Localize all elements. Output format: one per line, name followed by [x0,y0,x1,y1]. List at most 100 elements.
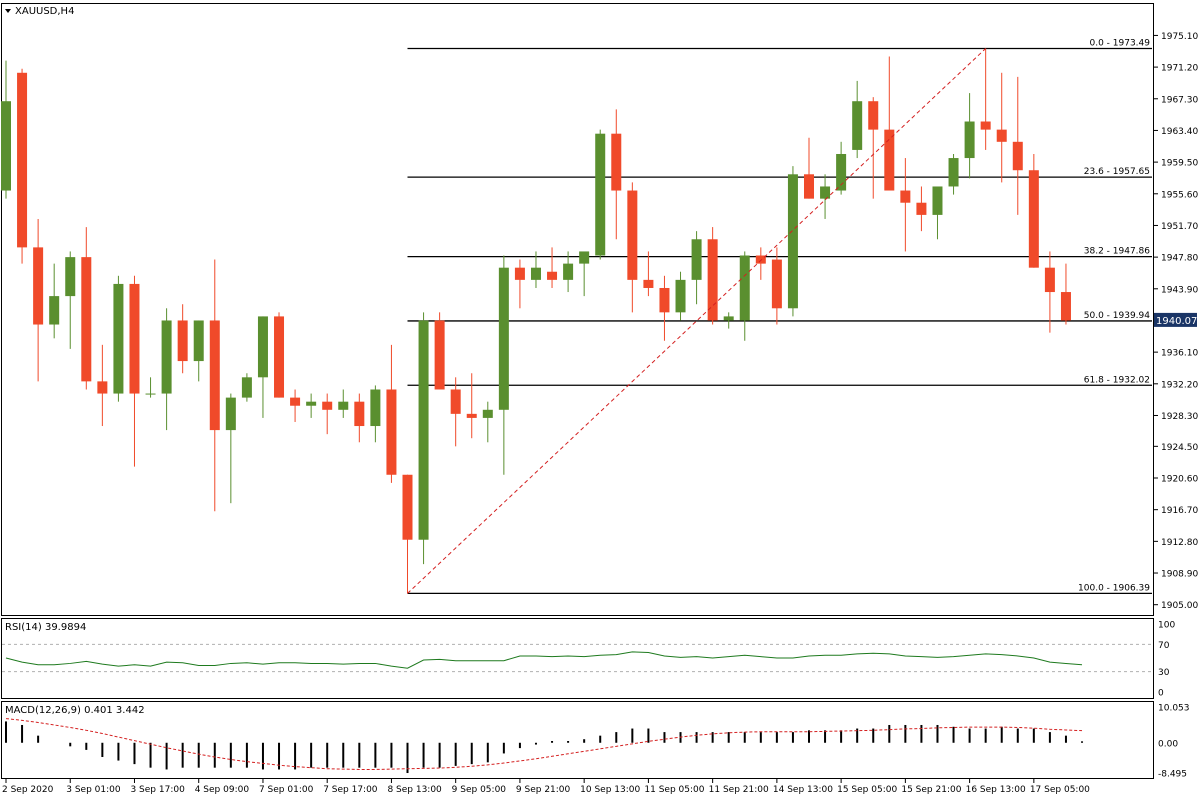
bull-candle [675,279,686,313]
bear-candle [547,271,558,280]
bull-candle [563,263,574,280]
rsi-axis-label: 70 [1158,641,1170,651]
rsi-title: RSI(14) 39.9894 [5,622,86,633]
current-price-tag [1154,312,1197,327]
time-axis-label: 9 Sep 21:00 [516,785,571,795]
bear-candle [916,202,927,215]
fib-level-label: 0.0 - 1973.49 [1090,39,1151,49]
bull-candle [113,283,124,394]
macd-pane-frame[interactable] [1,701,1154,779]
bear-candle [868,101,879,130]
price-axis-label: 1963.40 [1161,127,1198,137]
bull-candle [820,186,831,199]
price-axis-label: 1975.10 [1161,32,1198,42]
bear-candle [659,287,670,313]
rsi-line [5,651,1083,669]
bull-candle [932,186,943,215]
price-pane-frame[interactable] [1,3,1154,616]
bull-candle [306,401,317,406]
price-axis-label: 1959.50 [1161,159,1198,169]
time-axis-label: 3 Sep 01:00 [66,785,121,795]
current-price-label: 1940.07 [1156,316,1197,327]
price-axis-label: 1928.30 [1161,412,1198,422]
bear-candle [434,320,445,390]
rsi-axis-label: 30 [1158,668,1170,678]
bear-candle [97,381,108,394]
bull-candle [530,267,541,280]
bull-candle [370,389,381,427]
macd-axis-label: 0.00 [1158,739,1178,749]
bear-candle [1044,267,1055,293]
bull-candle [595,133,606,256]
bull-candle [852,101,863,150]
bear-candle [466,413,477,418]
bear-candle [1060,292,1071,321]
bear-candle [1012,141,1023,171]
bull-candle [241,377,252,398]
time-axis-label: 15 Sep 21:00 [901,785,961,795]
bull-candle [418,320,429,540]
bull-candle [145,393,156,395]
bear-candle [1028,170,1039,268]
rsi-axis-label: 0 [1158,689,1164,699]
macd-title: MACD(12,26,9) 0.401 3.442 [5,705,145,716]
rsi-axis-label: 100 [1158,621,1175,631]
bull-candle [482,409,493,418]
fib-level-label: 38.2 - 1947.86 [1084,247,1150,257]
macd-axis-label: 10.053 [1158,704,1190,714]
bull-candle [723,316,734,321]
bull-candle [193,320,204,362]
bear-candle [514,267,525,280]
bear-candle [996,129,1007,142]
bear-candle [643,279,654,288]
time-axis-label: 14 Sep 13:00 [773,785,833,795]
bear-candle [450,389,461,414]
price-axis-label: 1936.10 [1161,349,1198,359]
bear-candle [81,257,92,382]
bull-candle [787,174,798,309]
bull-candle [65,257,76,297]
time-axis-label: 2 Sep 2020 [2,785,54,795]
price-axis-label: 1912.80 [1161,538,1198,548]
time-axis-label: 7 Sep 01:00 [259,785,314,795]
rsi-pane [2,643,1153,673]
price-pane: 0.0 - 1973.49 23.6 - 1957.65 38.2 - 1947.8… [1,39,1152,595]
bear-candle [290,397,301,406]
price-axis-label: 1951.70 [1161,222,1198,232]
price-axis-label: 1905.00 [1161,601,1198,611]
time-axis-label: 4 Sep 09:00 [195,785,250,795]
bull-candle [579,251,590,264]
price-axis-label: 1932.20 [1161,380,1198,390]
fib-level-label: 23.6 - 1957.65 [1084,167,1150,177]
time-axis-label: 10 Sep 13:00 [580,785,640,795]
symbol-dropdown-icon[interactable] [5,9,11,13]
macd-pane [5,718,1084,774]
bull-candle [964,121,975,159]
time-axis-label: 8 Sep 13:00 [387,785,442,795]
bull-candle [1,101,11,191]
time-axis-label: 11 Sep 21:00 [709,785,769,795]
time-axis-label: 15 Sep 05:00 [837,785,897,795]
bull-candle [498,267,509,410]
bear-candle [611,133,622,191]
axes: 1975.10 1971.20 1967.30 1963.40 1959.50 1955.… [2,32,1198,795]
bear-candle [129,283,140,394]
time-axis-label: 7 Sep 17:00 [323,785,378,795]
rsi-pane-frame[interactable] [1,618,1154,699]
bear-candle [402,474,413,540]
bull-candle [948,158,959,187]
price-axis-label: 1916.70 [1161,506,1198,516]
bull-candle [836,153,847,191]
bear-candle [386,389,397,475]
fib-level-label: 50.0 - 1939.94 [1084,311,1150,321]
bear-candle [771,259,782,309]
bull-candle [739,255,750,321]
bear-candle [627,190,638,280]
macd-axis-label: -8.495 [1158,770,1187,780]
bear-candle [209,320,220,431]
price-axis-label: 1924.50 [1161,443,1198,453]
bear-candle [17,72,28,248]
bull-candle [338,401,349,410]
time-axis-label: 16 Sep 13:00 [966,785,1026,795]
